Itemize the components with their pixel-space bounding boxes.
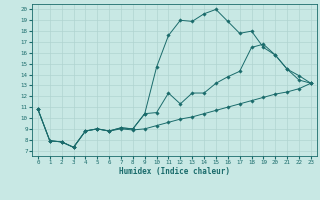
X-axis label: Humidex (Indice chaleur): Humidex (Indice chaleur) [119,167,230,176]
